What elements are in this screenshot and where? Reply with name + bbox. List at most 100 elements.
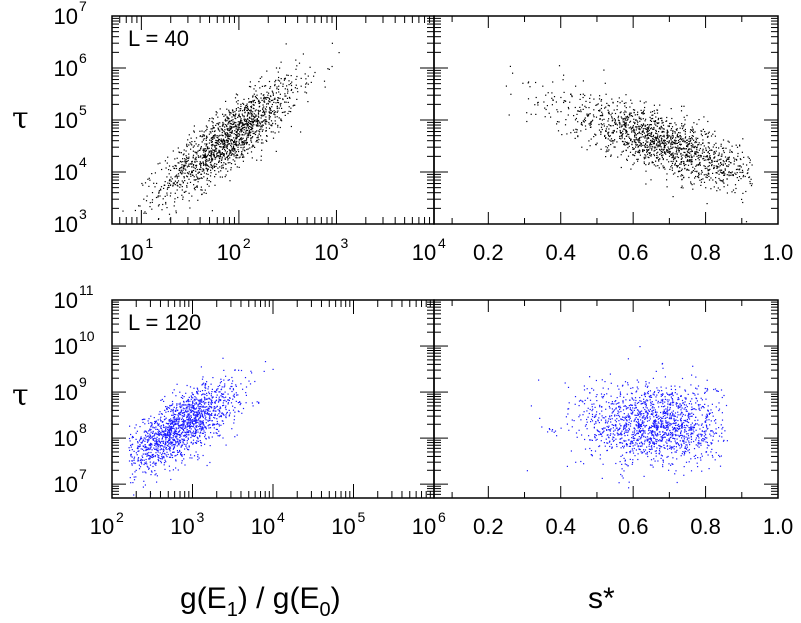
data-point [697, 164, 700, 166]
data-point [669, 148, 671, 150]
data-point [747, 172, 749, 174]
data-point [174, 432, 176, 434]
data-point [734, 172, 736, 174]
data-point [581, 124, 583, 126]
data-point [580, 130, 582, 132]
data-point [212, 118, 214, 120]
data-point [701, 171, 703, 173]
data-point [218, 399, 221, 401]
data-point [611, 132, 613, 134]
data-point [180, 427, 182, 429]
data-point [695, 137, 697, 139]
data-point [723, 161, 725, 163]
data-point [621, 100, 623, 102]
data-point [228, 129, 230, 132]
data-point [160, 433, 162, 436]
data-point [209, 419, 211, 422]
data-point [715, 160, 717, 162]
data-point [674, 131, 676, 133]
data-point [240, 383, 242, 385]
data-point [268, 80, 271, 83]
data-point [638, 141, 640, 143]
data-point [244, 150, 246, 152]
data-point [610, 155, 612, 157]
data-point [193, 423, 195, 425]
data-point [708, 179, 711, 181]
data-point [197, 393, 199, 395]
data-point [742, 174, 745, 177]
data-point [590, 123, 592, 125]
data-point [237, 154, 239, 156]
data-point [650, 132, 653, 134]
data-point [201, 401, 203, 403]
data-point [173, 413, 175, 416]
data-point [188, 156, 190, 158]
data-point [234, 97, 237, 99]
data-point [248, 380, 250, 382]
data-point [680, 175, 682, 177]
data-point [260, 155, 262, 157]
data-point [671, 126, 674, 128]
data-point [728, 175, 730, 177]
data-point [168, 165, 171, 167]
data-point [246, 123, 248, 125]
data-point [133, 458, 135, 460]
data-point [243, 156, 245, 158]
data-point [265, 116, 267, 118]
data-point [164, 181, 166, 183]
data-point [144, 462, 146, 464]
data-point [184, 160, 187, 162]
data-point [696, 146, 698, 148]
data-point [227, 159, 229, 161]
data-point [201, 414, 203, 416]
data-point [154, 437, 156, 439]
data-point [621, 125, 623, 127]
data-point [279, 93, 281, 95]
data-point [696, 176, 699, 178]
data-point [649, 145, 651, 147]
data-point [172, 448, 174, 450]
data-point [142, 486, 144, 488]
data-point [666, 159, 668, 161]
data-point [645, 157, 647, 159]
data-point [648, 157, 650, 159]
data-point [184, 168, 186, 170]
data-point [171, 414, 173, 416]
data-point [150, 470, 153, 472]
data-point [328, 68, 330, 70]
data-point [721, 172, 723, 174]
data-point [605, 130, 607, 132]
data-point [208, 180, 210, 182]
data-point [606, 147, 609, 149]
data-point [210, 399, 212, 401]
data-point [247, 152, 249, 154]
data-point [175, 395, 177, 397]
data-point [218, 435, 220, 437]
data-point [250, 111, 252, 113]
data-point [219, 415, 221, 417]
data-point [238, 121, 241, 123]
data-point [277, 102, 280, 104]
data-point [179, 429, 181, 431]
data-point [236, 94, 239, 96]
data-point [687, 146, 689, 148]
data-point [134, 427, 136, 429]
data-point [206, 169, 208, 171]
data-point [604, 134, 606, 137]
data-point [237, 100, 239, 102]
data-point [173, 420, 175, 422]
data-point [223, 400, 225, 402]
data-point [630, 168, 632, 170]
data-point [154, 448, 156, 450]
data-point [292, 91, 294, 94]
data-point [221, 393, 223, 395]
data-point [708, 142, 710, 144]
data-point [199, 130, 201, 132]
data-point [645, 118, 647, 120]
data-point [638, 132, 640, 134]
data-point [195, 158, 197, 160]
data-point [680, 163, 682, 165]
data-point [661, 131, 663, 133]
data-point [235, 134, 237, 136]
data-point [666, 186, 668, 188]
